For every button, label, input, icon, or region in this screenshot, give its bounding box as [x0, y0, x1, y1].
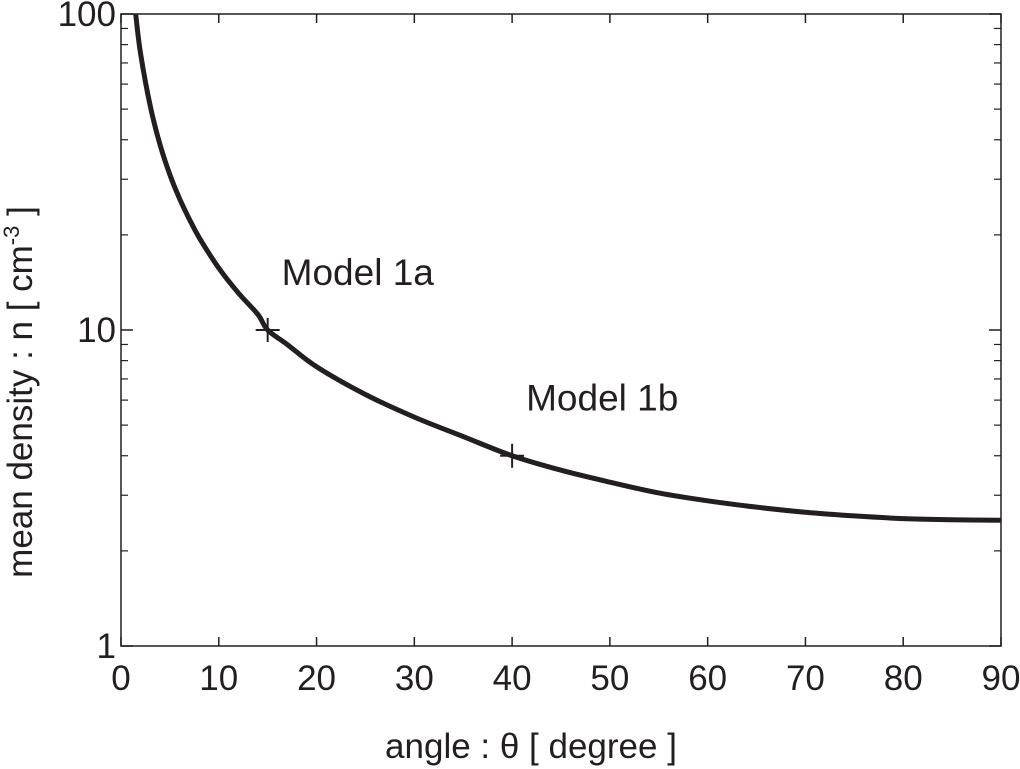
x-tick-label: 20	[297, 659, 336, 698]
x-tick-label: 10	[199, 659, 238, 698]
x-tick-label: 80	[884, 659, 923, 698]
y-axis-label-main: mean density : n [ cm	[1, 245, 40, 578]
y-tick-label: 1	[97, 627, 116, 666]
x-axis-label: angle : θ [ degree ]	[385, 727, 677, 766]
x-axis-ticks	[120, 14, 1002, 646]
y-minor-ticks	[121, 27, 1001, 552]
y-axis-label-end: ]	[1, 206, 40, 225]
y-tick-labels: 1 10 100	[58, 0, 116, 666]
model-markers: Model 1a Model 1b	[255, 252, 678, 468]
y-axis-ticks	[121, 13, 1001, 647]
x-tick-label: 30	[395, 659, 434, 698]
y-axis-label-superscript: -3	[0, 226, 24, 246]
density-curve	[133, 13, 1002, 523]
x-tick-label: 0	[111, 659, 130, 698]
y-axis-label: mean density : n [ cm-3 ]	[0, 206, 40, 578]
plot-frame	[120, 13, 1002, 647]
x-tick-label: 40	[493, 659, 532, 698]
x-tick-label: 60	[688, 659, 727, 698]
x-tick-labels: 0 10 20 30 40 50 60 70 80 90	[111, 659, 1020, 698]
x-tick-label: 90	[982, 659, 1020, 698]
marker-label: Model 1b	[526, 378, 678, 419]
y-tick-label: 10	[77, 311, 116, 350]
x-tick-label: 50	[590, 659, 629, 698]
y-tick-label: 100	[58, 0, 116, 34]
marker-label: Model 1a	[282, 252, 435, 293]
x-tick-label: 70	[786, 659, 825, 698]
